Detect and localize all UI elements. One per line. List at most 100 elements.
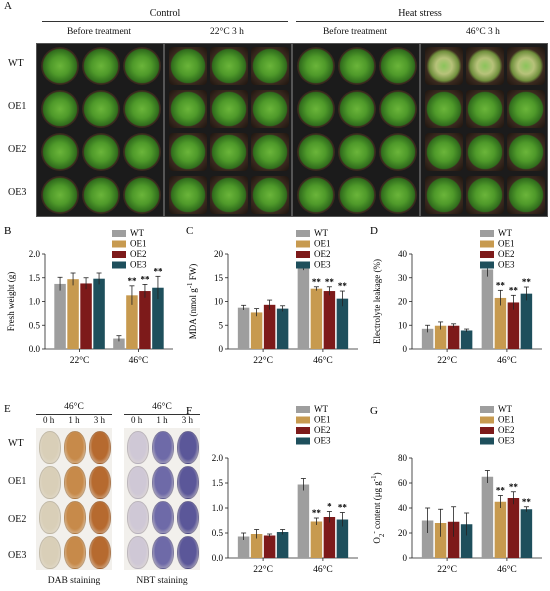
plant-pot bbox=[123, 90, 161, 128]
charts-f-ytick-label: 0.5 bbox=[212, 528, 224, 538]
plant-pot bbox=[82, 90, 120, 128]
stained-leaf bbox=[177, 501, 199, 534]
plant-pot bbox=[82, 47, 120, 85]
plant-pot bbox=[210, 90, 248, 128]
chart-h2o2: F0.00.51.01.52.0H2O2 content (μmol g-1 F… bbox=[186, 404, 358, 575]
stained-leaf bbox=[39, 536, 61, 569]
e-row-label-oe1: OE1 bbox=[8, 476, 27, 487]
nbt-time-0h: 0 h bbox=[131, 415, 143, 425]
charts-c-bar-oe2 bbox=[263, 304, 276, 349]
stained-leaf bbox=[177, 431, 199, 464]
plant-pot bbox=[338, 47, 376, 85]
stained-leaf bbox=[39, 431, 61, 464]
stained-leaf bbox=[152, 501, 174, 534]
charts-g-bar-oe1 bbox=[494, 501, 507, 558]
charts-b-bar-oe2 bbox=[139, 291, 151, 349]
charts-d-bar-oe2 bbox=[507, 302, 520, 349]
charts-f-bar-oe3 bbox=[336, 519, 349, 558]
charts-b-bar-wt bbox=[54, 283, 66, 349]
charts-g-ylabel: O2- content (μg g-1) bbox=[370, 472, 386, 543]
stained-leaf bbox=[152, 431, 174, 464]
charts-c-bar-oe2 bbox=[323, 291, 336, 349]
charts-c-legend-label: OE1 bbox=[314, 239, 331, 249]
charts-d-significance: ** bbox=[522, 277, 532, 287]
charts-c-legend-swatch-oe2 bbox=[296, 251, 310, 258]
charts-d-bar-oe1 bbox=[434, 325, 447, 349]
control-group-title: Control bbox=[149, 8, 181, 19]
row-label-wt: WT bbox=[8, 58, 24, 69]
dab-times: 0 h 1 h 3 h bbox=[36, 415, 112, 425]
plant-pot bbox=[379, 90, 417, 128]
charts-b-legend-label: OE3 bbox=[130, 260, 147, 270]
charts-c-ytick-label: 10 bbox=[214, 297, 224, 307]
charts-b-significance: ** bbox=[127, 276, 137, 286]
panel-a-label: A bbox=[4, 0, 12, 12]
charts-g-significance: ** bbox=[522, 497, 532, 507]
charts-c-legend-label: WT bbox=[314, 228, 328, 238]
charts-b-bar-wt bbox=[113, 338, 125, 349]
plant-pot bbox=[425, 176, 463, 214]
stained-leaf bbox=[127, 466, 149, 499]
charts-b-legend-label: OE1 bbox=[130, 239, 147, 249]
plant-pot bbox=[169, 133, 207, 171]
stained-leaf bbox=[89, 536, 111, 569]
e-row-label-oe2: OE2 bbox=[8, 514, 27, 525]
stained-leaf bbox=[89, 466, 111, 499]
charts-g-bar-oe2 bbox=[447, 521, 460, 558]
charts-d-legend-label: OE3 bbox=[498, 260, 515, 270]
plant-pot bbox=[425, 133, 463, 171]
dab-temp-label: 46°C bbox=[64, 402, 84, 412]
row-label-oe3: OE3 bbox=[8, 187, 27, 198]
charts-f-legend-label: WT bbox=[314, 404, 328, 414]
charts-c-bar-wt bbox=[237, 307, 250, 349]
charts-f-significance: ** bbox=[338, 503, 348, 513]
photo-panel-4 bbox=[420, 43, 548, 217]
charts-c-legend-swatch-wt bbox=[296, 230, 310, 237]
nbt-temp-label: 46°C bbox=[152, 402, 172, 412]
plant-pot bbox=[251, 90, 289, 128]
plant-pot bbox=[379, 133, 417, 171]
charts-b-ytick-label: 1.5 bbox=[29, 273, 41, 283]
plant-pot bbox=[466, 176, 504, 214]
photo-panel-3 bbox=[292, 43, 420, 217]
plant-pot bbox=[425, 47, 463, 85]
charts-f-ytick-label: 1.5 bbox=[212, 478, 224, 488]
charts-g-ytick-label: 0 bbox=[403, 553, 408, 563]
charts-d-legend-label: WT bbox=[498, 228, 512, 238]
charts-g-bar-oe2 bbox=[507, 498, 520, 558]
plant-pot bbox=[41, 90, 79, 128]
plant-photo-grid bbox=[36, 43, 548, 217]
charts-d-ytick-label: 40 bbox=[398, 249, 408, 259]
col-label-46c: 46°C 3 h bbox=[466, 27, 500, 37]
charts-b-ytick-label: 1.0 bbox=[29, 297, 41, 307]
panel-e-label: E bbox=[4, 403, 11, 415]
charts-b-significance: ** bbox=[140, 274, 150, 284]
charts-f-bar-oe1 bbox=[250, 534, 263, 558]
charts-c-significance: ** bbox=[338, 281, 348, 291]
plant-pot bbox=[123, 176, 161, 214]
plant-pot bbox=[507, 90, 545, 128]
charts-d-significance: ** bbox=[509, 285, 519, 295]
charts-g-legend-swatch-oe3 bbox=[480, 437, 494, 445]
charts-f-legend-swatch-oe2 bbox=[296, 427, 310, 434]
plant-pot bbox=[123, 133, 161, 171]
charts-c-significance: ** bbox=[325, 277, 335, 287]
photo-panel-1 bbox=[36, 43, 164, 217]
plant-pot bbox=[507, 133, 545, 171]
charts-g-xtick-label: 22°C bbox=[437, 564, 457, 575]
charts-g-legend-swatch-oe1 bbox=[480, 416, 494, 424]
charts-d-bar-wt bbox=[421, 328, 434, 349]
charts-g-xtick-label: 46°C bbox=[497, 564, 517, 575]
charts-b-bar-oe3 bbox=[93, 278, 105, 349]
stained-leaf bbox=[64, 466, 86, 499]
stained-leaf bbox=[64, 431, 86, 464]
plant-pot bbox=[297, 90, 335, 128]
charts-f-legend-swatch-wt bbox=[296, 406, 310, 413]
charts-c-panel-label: C bbox=[186, 225, 193, 237]
nbt-time-3h: 3 h bbox=[181, 415, 193, 425]
plant-pot bbox=[251, 176, 289, 214]
charts-c-bar-oe1 bbox=[250, 312, 263, 349]
charts-b-xtick-label: 46°C bbox=[129, 355, 149, 366]
plant-pot bbox=[210, 133, 248, 171]
charts-f-xtick-label: 46°C bbox=[313, 564, 333, 575]
